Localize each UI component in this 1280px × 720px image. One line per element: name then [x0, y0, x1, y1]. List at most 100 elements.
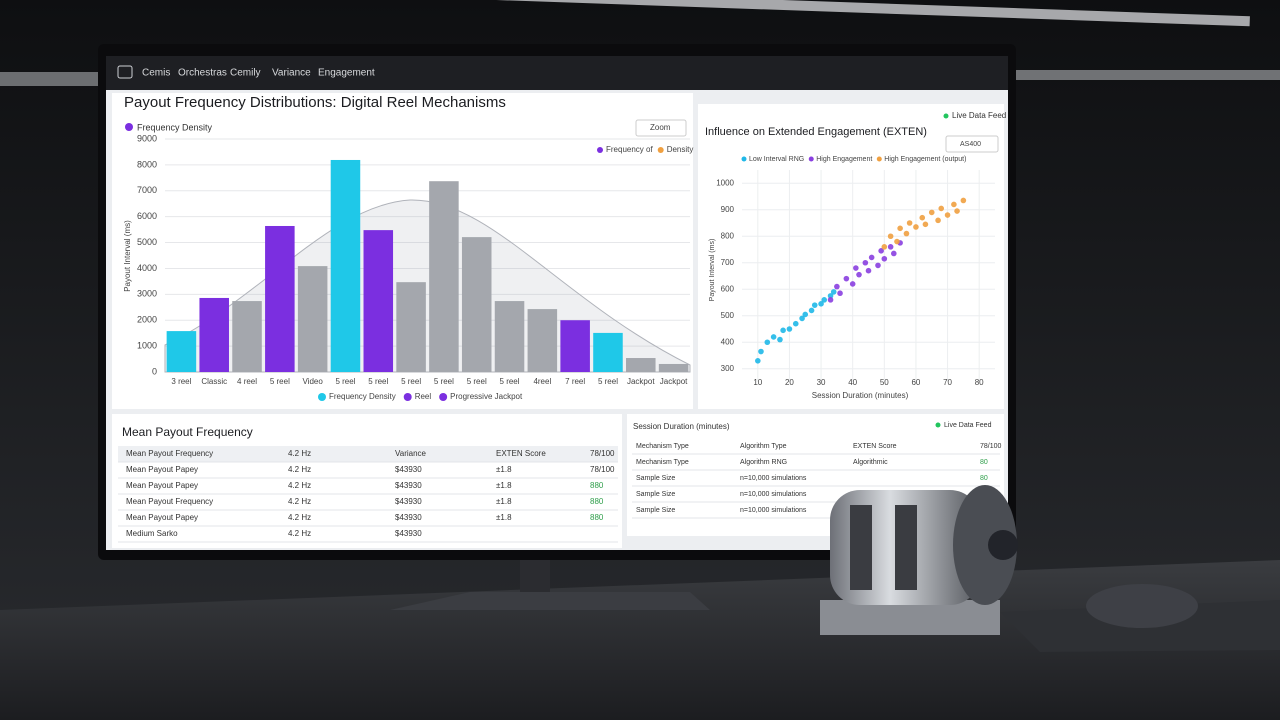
- table-cell: 880: [590, 513, 604, 522]
- bar: [494, 301, 525, 372]
- y-tick-label: 800: [721, 231, 735, 240]
- bar: [166, 331, 197, 372]
- y-tick-label: 7000: [137, 185, 157, 195]
- point: [755, 358, 761, 364]
- x-tick-label: 4reel: [533, 377, 551, 386]
- button[interactable]: [635, 119, 687, 137]
- point: [799, 315, 805, 322]
- subtitle: Frequency Density: [137, 122, 213, 132]
- point: [818, 301, 824, 307]
- legend-swatch: [808, 156, 814, 162]
- point: [856, 271, 862, 278]
- table-cell: n=10,000 simulations: [740, 475, 807, 482]
- y-tick-label: 8000: [137, 159, 157, 169]
- x-tick-label: 60: [911, 378, 920, 387]
- header-row: [118, 446, 618, 462]
- legend-label: Frequency of: [606, 145, 653, 154]
- legend-swatch: [876, 156, 882, 162]
- x-tick-label: 5 reel: [368, 377, 388, 386]
- x-tick-label: 5 reel: [335, 377, 355, 386]
- table-cell: 4.2 Hz: [288, 465, 311, 474]
- legend-label: Frequency Density: [329, 392, 396, 401]
- point: [827, 297, 834, 303]
- table-cell: Mean Payout Frequency: [126, 449, 213, 458]
- device-slot: [850, 505, 872, 590]
- point: [802, 311, 809, 318]
- point: [928, 209, 935, 216]
- y-tick-label: 400: [721, 337, 735, 346]
- table-cell: 4.2 Hz: [288, 513, 311, 522]
- point: [834, 283, 840, 290]
- point: [906, 220, 913, 226]
- table-cell: ±1.8: [496, 513, 512, 522]
- y-tick-label: 2000: [137, 315, 157, 325]
- table-cell: Mean Payout Papey: [126, 513, 198, 522]
- x-tick-label: Video: [302, 377, 323, 386]
- point: [777, 336, 783, 343]
- x-axis-label: Session Duration (minutes): [812, 391, 909, 400]
- nav-item[interactable]: Variance: [272, 68, 311, 79]
- legend-swatch: [318, 393, 326, 401]
- ceiling-light: [1015, 70, 1280, 80]
- x-tick-label: 5 reel: [598, 377, 618, 386]
- chart-title: Payout Frequency Distributions: Digital …: [124, 94, 506, 111]
- legend-swatch: [657, 147, 664, 153]
- y-tick-label: 700: [721, 258, 735, 267]
- wall-light: [0, 72, 100, 86]
- bar: [560, 320, 590, 372]
- nav-item[interactable]: Engagement: [318, 68, 375, 79]
- table-cell: Mean Payout Papey: [126, 481, 198, 490]
- y-tick-label: 9000: [137, 133, 157, 143]
- point: [808, 307, 815, 314]
- point: [792, 320, 799, 327]
- table-cell: $43930: [395, 513, 422, 522]
- button-label: AS400: [960, 141, 981, 148]
- y-tick-label: 900: [721, 205, 735, 214]
- point: [827, 293, 834, 299]
- table-cell: Algorithm Type: [740, 443, 787, 450]
- nav-item[interactable]: Orchestras: [178, 68, 227, 79]
- ceiling-light: [430, 0, 1250, 27]
- x-tick-label: 70: [943, 378, 952, 387]
- y-tick-label: 1000: [716, 178, 734, 187]
- x-tick-label: 50: [880, 378, 889, 387]
- table-cell: Sample Size: [636, 475, 675, 482]
- point: [913, 224, 919, 230]
- point: [821, 297, 828, 303]
- density-curve: [164, 199, 691, 373]
- legend-swatch: [597, 147, 603, 153]
- panel: [698, 104, 1004, 409]
- y-tick-label: 0: [152, 366, 157, 376]
- nav-item[interactable]: Cemily: [230, 68, 261, 79]
- bar: [265, 225, 295, 372]
- legend-swatch: [439, 393, 448, 401]
- table-cell: EXTEN Score: [496, 449, 546, 458]
- nav-item[interactable]: Cemis: [142, 68, 170, 79]
- table-cell: n=10,000 simulations: [740, 491, 807, 498]
- point: [922, 221, 929, 228]
- point: [887, 244, 894, 250]
- point: [960, 197, 967, 204]
- point: [881, 244, 888, 250]
- bar: [593, 332, 623, 372]
- button[interactable]: [945, 135, 999, 153]
- table-cell: Mean Payout Frequency: [126, 497, 213, 506]
- point: [938, 205, 945, 212]
- y-tick-label: 5000: [137, 237, 157, 247]
- table-cell: 80: [980, 459, 988, 466]
- x-tick-label: 40: [848, 378, 857, 387]
- table-cell: 880: [590, 481, 604, 490]
- bar: [330, 159, 361, 372]
- point: [881, 255, 888, 262]
- y-tick-label: 6000: [137, 211, 157, 221]
- chart-title: Influence on Extended Engagement (EXTEN): [705, 126, 927, 138]
- table-cell: n=10,000 simulations: [740, 507, 807, 514]
- point: [830, 289, 837, 295]
- bar: [199, 297, 229, 372]
- x-tick-label: 5 reel: [434, 377, 454, 386]
- table-cell: Sample Size: [636, 491, 675, 498]
- nav-icon: [117, 65, 133, 79]
- table-cell: 78/100: [590, 465, 615, 474]
- y-tick-label: 1000: [137, 340, 157, 350]
